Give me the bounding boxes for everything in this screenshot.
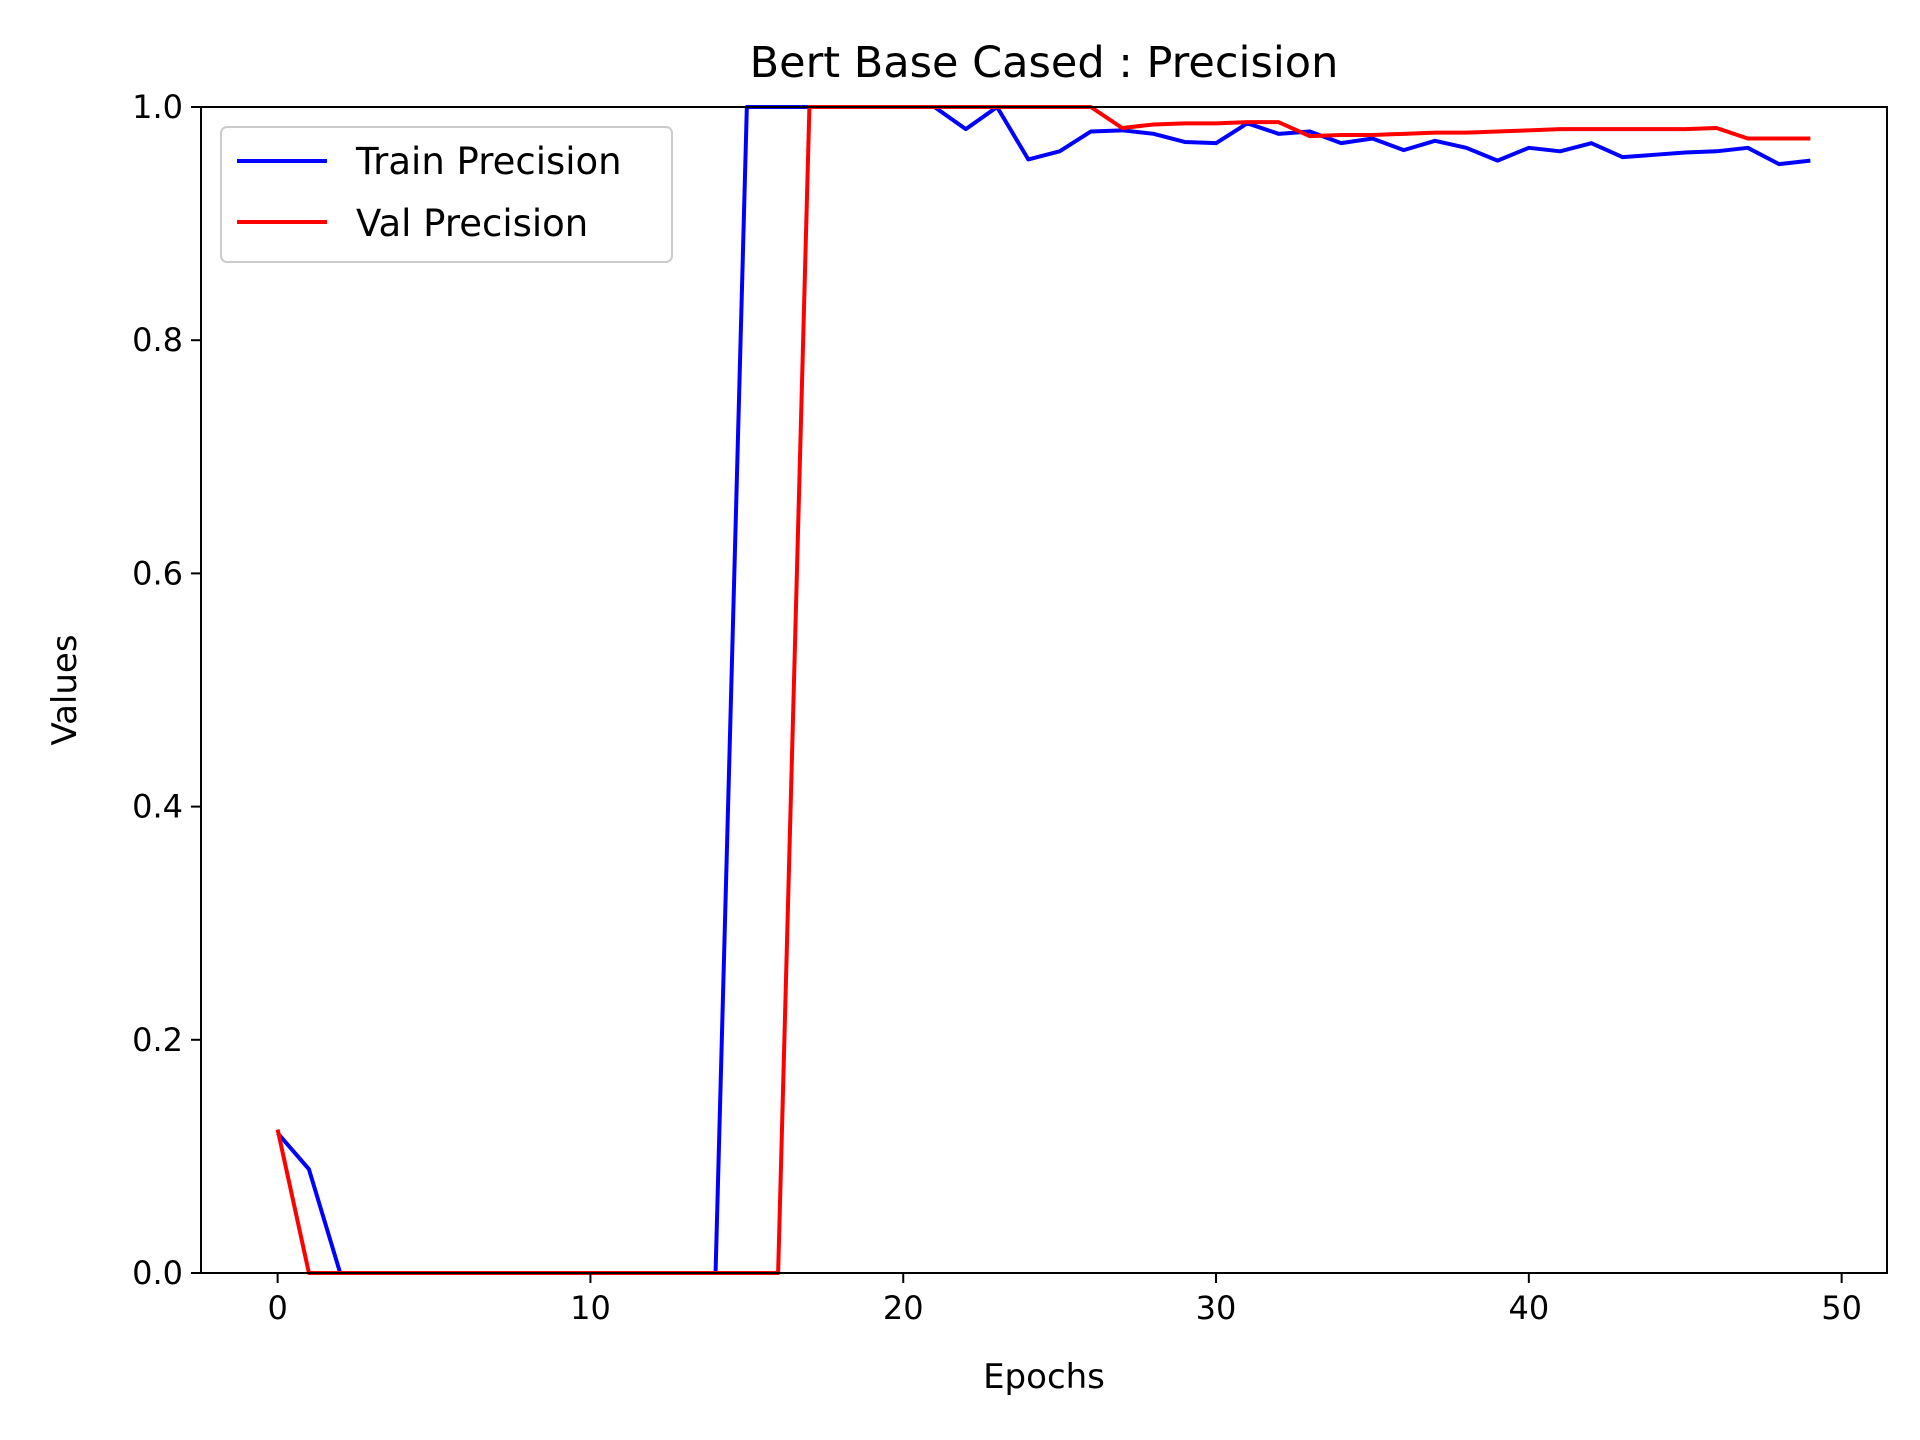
x-axis-label: Epochs [983,1357,1105,1397]
axes-frame [200,106,1888,1274]
chart-title: Bert Base Cased : Precision [750,38,1339,88]
y-tick-label: 1.0 [132,88,183,126]
y-tick-label: 0.8 [132,321,183,359]
y-tick-label: 0.6 [132,554,183,592]
y-tick-label: 0.4 [132,788,183,826]
y-tick-label: 0.2 [132,1021,183,1059]
y-tick-label: 0.0 [132,1254,183,1292]
x-tick-label: 0 [267,1289,287,1327]
x-tick-label: 30 [1196,1289,1237,1327]
x-tick-label: 40 [1508,1289,1549,1327]
y-axis-ticks: 0.0 0.2 0.4 0.6 0.8 1.0 [132,88,201,1292]
y-axis-label: Values [45,634,85,745]
legend-label-train-precision: Train Precision [355,140,622,183]
legend: Train Precision Val Precision [220,126,673,263]
x-tick-label: 10 [570,1289,611,1327]
legend-frame [220,126,673,263]
plot-area [201,107,1887,1273]
legend-label-val-precision: Val Precision [356,202,588,245]
x-tick-label: 50 [1821,1289,1862,1327]
x-axis-ticks: 0 10 20 30 40 50 [267,1273,1862,1327]
x-tick-label: 20 [883,1289,924,1327]
